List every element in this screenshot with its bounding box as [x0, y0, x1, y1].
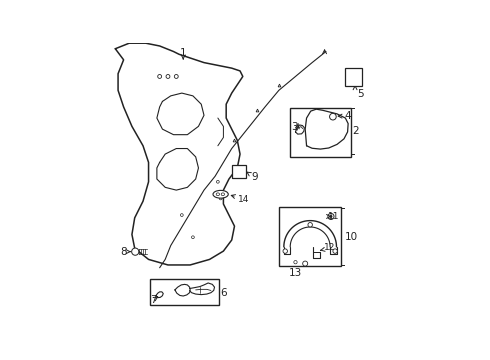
- Text: 12: 12: [324, 243, 335, 252]
- Circle shape: [356, 75, 359, 77]
- Ellipse shape: [213, 190, 228, 198]
- Circle shape: [132, 248, 139, 255]
- FancyBboxPatch shape: [232, 165, 245, 177]
- Text: 8: 8: [121, 247, 127, 257]
- Text: 9: 9: [252, 171, 258, 181]
- Text: 4: 4: [344, 111, 351, 121]
- Circle shape: [166, 75, 170, 78]
- Ellipse shape: [216, 193, 220, 196]
- Text: 10: 10: [345, 232, 358, 242]
- Text: 7: 7: [150, 294, 157, 305]
- Circle shape: [333, 249, 337, 253]
- Circle shape: [283, 249, 288, 253]
- Circle shape: [294, 261, 297, 264]
- Circle shape: [354, 73, 361, 79]
- Circle shape: [158, 75, 162, 78]
- FancyBboxPatch shape: [290, 108, 351, 157]
- Ellipse shape: [221, 193, 224, 196]
- Circle shape: [180, 214, 183, 216]
- Circle shape: [219, 197, 222, 200]
- Text: 3: 3: [292, 122, 298, 132]
- Circle shape: [328, 213, 334, 220]
- Circle shape: [217, 180, 219, 183]
- Circle shape: [308, 222, 313, 227]
- Text: 2: 2: [352, 126, 359, 135]
- Circle shape: [303, 261, 308, 266]
- Circle shape: [192, 236, 195, 239]
- FancyBboxPatch shape: [345, 68, 362, 86]
- FancyBboxPatch shape: [150, 279, 219, 305]
- Text: 11: 11: [328, 212, 340, 221]
- Text: 1: 1: [180, 49, 187, 58]
- Circle shape: [174, 75, 178, 78]
- Text: 13: 13: [289, 268, 302, 278]
- Circle shape: [330, 113, 336, 120]
- Text: 14: 14: [238, 195, 249, 204]
- FancyBboxPatch shape: [279, 207, 341, 266]
- Text: 5: 5: [357, 90, 364, 99]
- Circle shape: [330, 215, 332, 217]
- Text: 6: 6: [220, 288, 227, 298]
